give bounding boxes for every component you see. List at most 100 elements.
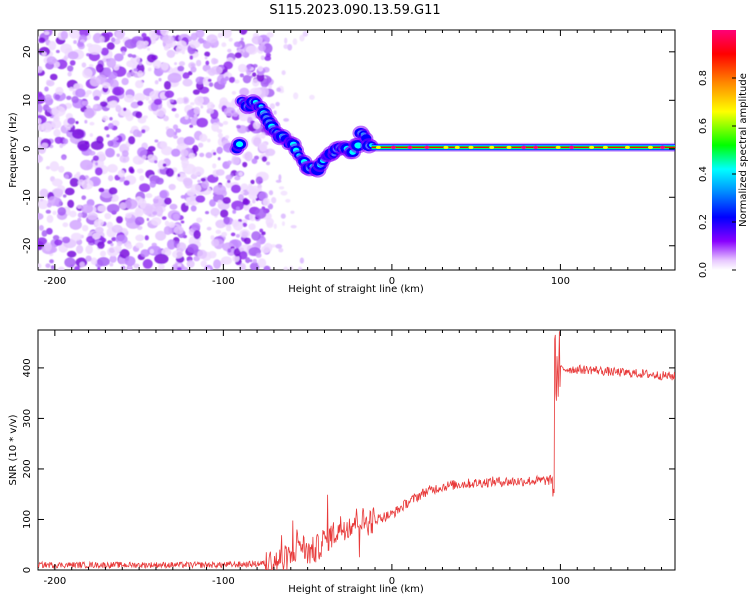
colorbar-label: Normalized spectral amplitude <box>738 73 749 227</box>
noise-speckle <box>135 234 145 242</box>
noise-speckle <box>245 257 251 264</box>
noise-speckle <box>81 203 94 214</box>
noise-speckle <box>109 100 118 107</box>
noise-speckle <box>275 101 280 107</box>
noise-speckle <box>165 168 175 177</box>
noise-speckle <box>48 40 57 51</box>
noise-speckle <box>219 209 229 218</box>
noise-speckle <box>81 179 94 190</box>
signal-blob <box>235 141 244 148</box>
noise-speckle <box>239 262 246 270</box>
noise-speckle <box>233 248 241 257</box>
noise-speckle <box>166 49 176 58</box>
noise-speckle <box>224 76 229 82</box>
noise-speckle <box>85 244 93 255</box>
noise-speckle <box>302 30 309 37</box>
noise-speckle <box>223 107 236 117</box>
noise-speckle <box>258 142 268 152</box>
noise-speckle <box>72 128 85 139</box>
noise-speckle <box>234 79 240 84</box>
snr-ytick-label: 400 <box>22 358 33 377</box>
noise-speckle <box>81 195 87 200</box>
signal-hotspot <box>521 145 527 149</box>
noise-speckle <box>220 256 233 265</box>
noise-speckle <box>188 152 196 159</box>
noise-speckle <box>189 124 194 128</box>
noise-speckle <box>57 206 67 216</box>
noise-speckle <box>194 95 204 105</box>
snr-ylabel: SNR (10 * v/v) <box>8 414 19 485</box>
noise-speckle <box>73 83 81 90</box>
noise-speckle <box>242 74 252 84</box>
noise-speckle <box>130 101 140 109</box>
noise-speckle <box>161 216 167 220</box>
noise-speckle <box>176 242 187 252</box>
noise-speckle <box>252 64 258 68</box>
noise-speckle <box>264 55 272 61</box>
noise-speckle <box>41 51 47 56</box>
noise-speckle <box>239 87 250 97</box>
noise-speckle <box>92 232 101 240</box>
colorbar-tick-label: 0.2 <box>698 214 709 230</box>
noise-speckle <box>147 47 150 51</box>
noise-speckle <box>45 165 51 170</box>
noise-speckle <box>158 263 165 270</box>
noise-speckle <box>233 41 242 48</box>
noise-speckle <box>213 259 221 269</box>
noise-speckle <box>41 230 48 237</box>
signal-hotspot <box>569 145 575 149</box>
noise-speckle <box>254 208 267 219</box>
noise-speckle <box>108 187 118 195</box>
noise-speckle <box>135 111 143 119</box>
noise-speckle <box>264 148 276 157</box>
noise-speckle <box>251 231 261 241</box>
noise-speckle <box>104 126 110 131</box>
noise-speckle <box>77 217 82 222</box>
noise-speckle <box>109 255 117 263</box>
noise-speckle <box>87 212 98 221</box>
noise-speckle <box>298 266 303 270</box>
chart-title: S115.2023.090.13.59.G11 <box>269 3 440 18</box>
noise-speckle <box>121 150 129 158</box>
noise-speckle <box>64 187 75 196</box>
noise-speckle <box>97 205 107 212</box>
noise-speckle <box>155 177 164 185</box>
noise-speckle <box>164 90 175 99</box>
noise-speckle <box>104 212 112 220</box>
noise-speckle <box>290 210 295 214</box>
signal-hotspot <box>647 145 653 149</box>
noise-speckle <box>141 32 147 38</box>
noise-speckle <box>255 242 262 247</box>
noise-speckle <box>245 45 258 55</box>
noise-speckle <box>68 30 80 39</box>
noise-speckle <box>172 124 179 130</box>
noise-speckle <box>204 56 208 60</box>
noise-speckle <box>190 102 195 106</box>
noise-speckle <box>278 248 284 253</box>
noise-speckle <box>243 237 251 245</box>
noise-speckle <box>143 115 148 119</box>
noise-speckle <box>116 153 120 157</box>
noise-speckle <box>276 87 282 92</box>
noise-speckle <box>102 115 109 122</box>
noise-speckle <box>186 109 194 118</box>
noise-speckle <box>262 197 271 207</box>
noise-speckle <box>206 226 212 231</box>
noise-speckle <box>137 147 148 158</box>
noise-speckle <box>257 187 263 192</box>
noise-speckle <box>283 266 289 270</box>
noise-speckle <box>167 72 182 83</box>
noise-speckle <box>199 133 208 142</box>
noise-speckle <box>180 220 185 224</box>
noise-speckle <box>181 159 190 166</box>
noise-speckle <box>113 136 119 141</box>
noise-speckle <box>169 203 178 210</box>
noise-speckle <box>217 157 221 161</box>
noise-speckle <box>180 149 189 157</box>
noise-speckle <box>263 265 271 270</box>
noise-speckle <box>106 42 115 50</box>
noise-speckle <box>50 265 55 270</box>
noise-speckle <box>155 230 167 241</box>
noise-speckle <box>66 126 71 131</box>
colorbar-tick-label: 0.8 <box>698 70 709 86</box>
